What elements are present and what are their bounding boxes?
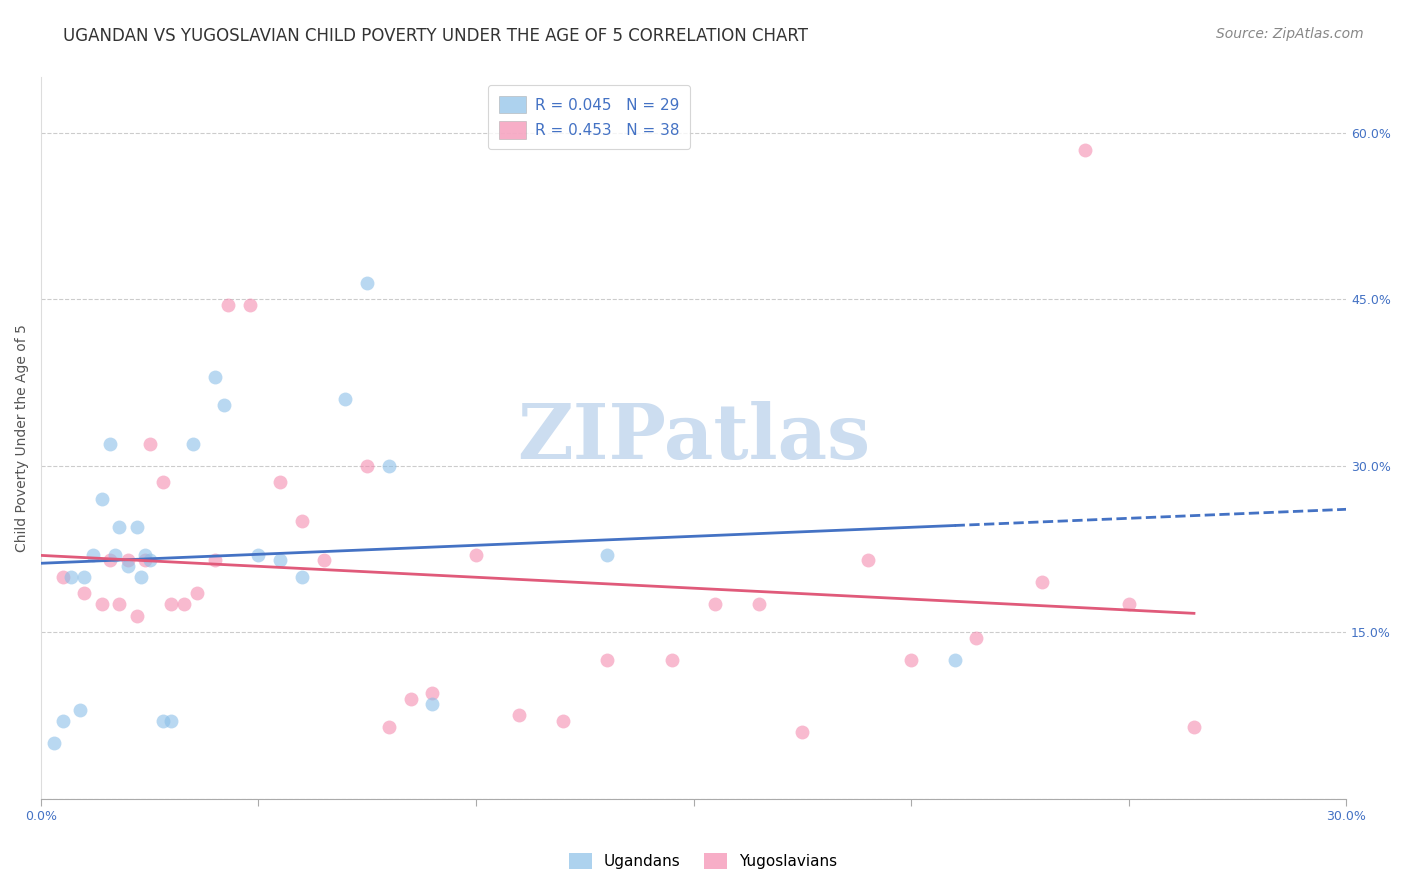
Point: [551, 714, 574, 728]
Y-axis label: Child Poverty Under the Age of 5: Child Poverty Under the Age of 5: [15, 324, 30, 552]
Point: [943, 653, 966, 667]
Point: [399, 691, 422, 706]
Point: [422, 698, 444, 712]
Point: [378, 458, 401, 473]
Point: [204, 370, 226, 384]
Point: [73, 570, 96, 584]
Point: [51, 570, 73, 584]
Point: [856, 553, 879, 567]
Point: [1118, 598, 1140, 612]
Point: [181, 436, 204, 450]
Point: [129, 570, 152, 584]
Point: [108, 520, 131, 534]
Legend: R = 0.045   N = 29, R = 0.453   N = 38: R = 0.045 N = 29, R = 0.453 N = 38: [488, 85, 690, 149]
Point: [378, 720, 401, 734]
Point: [291, 514, 314, 528]
Point: [204, 553, 226, 567]
Point: [186, 586, 208, 600]
Point: [291, 570, 314, 584]
Point: [134, 548, 156, 562]
Point: [247, 548, 270, 562]
Point: [748, 598, 770, 612]
Point: [152, 475, 174, 490]
Point: [160, 714, 183, 728]
Point: [212, 398, 235, 412]
Point: [60, 570, 83, 584]
Point: [104, 548, 127, 562]
Point: [100, 436, 122, 450]
Point: [269, 553, 291, 567]
Point: [1031, 575, 1053, 590]
Point: [900, 653, 922, 667]
Point: [595, 548, 617, 562]
Point: [792, 725, 814, 739]
Point: [1074, 143, 1097, 157]
Point: [160, 598, 183, 612]
Point: [173, 598, 195, 612]
Point: [138, 436, 160, 450]
Point: [704, 598, 727, 612]
Point: [356, 276, 378, 290]
Point: [51, 714, 73, 728]
Point: [422, 686, 444, 700]
Point: [312, 553, 335, 567]
Point: [356, 458, 378, 473]
Point: [152, 714, 174, 728]
Point: [100, 553, 122, 567]
Point: [90, 598, 112, 612]
Legend: Ugandans, Yugoslavians: Ugandans, Yugoslavians: [562, 847, 844, 875]
Text: ZIPatlas: ZIPatlas: [517, 401, 870, 475]
Point: [134, 553, 156, 567]
Point: [138, 553, 160, 567]
Point: [595, 653, 617, 667]
Point: [69, 703, 91, 717]
Point: [108, 598, 131, 612]
Point: [508, 708, 530, 723]
Point: [217, 298, 239, 312]
Point: [465, 548, 488, 562]
Point: [125, 520, 148, 534]
Point: [82, 548, 104, 562]
Point: [90, 492, 112, 507]
Point: [73, 586, 96, 600]
Point: [661, 653, 683, 667]
Point: [269, 475, 291, 490]
Point: [1182, 720, 1205, 734]
Point: [117, 558, 139, 573]
Point: [117, 553, 139, 567]
Point: [335, 392, 357, 407]
Text: UGANDAN VS YUGOSLAVIAN CHILD POVERTY UNDER THE AGE OF 5 CORRELATION CHART: UGANDAN VS YUGOSLAVIAN CHILD POVERTY UND…: [63, 27, 808, 45]
Point: [239, 298, 262, 312]
Point: [125, 608, 148, 623]
Point: [42, 736, 65, 750]
Text: Source: ZipAtlas.com: Source: ZipAtlas.com: [1216, 27, 1364, 41]
Point: [965, 631, 987, 645]
